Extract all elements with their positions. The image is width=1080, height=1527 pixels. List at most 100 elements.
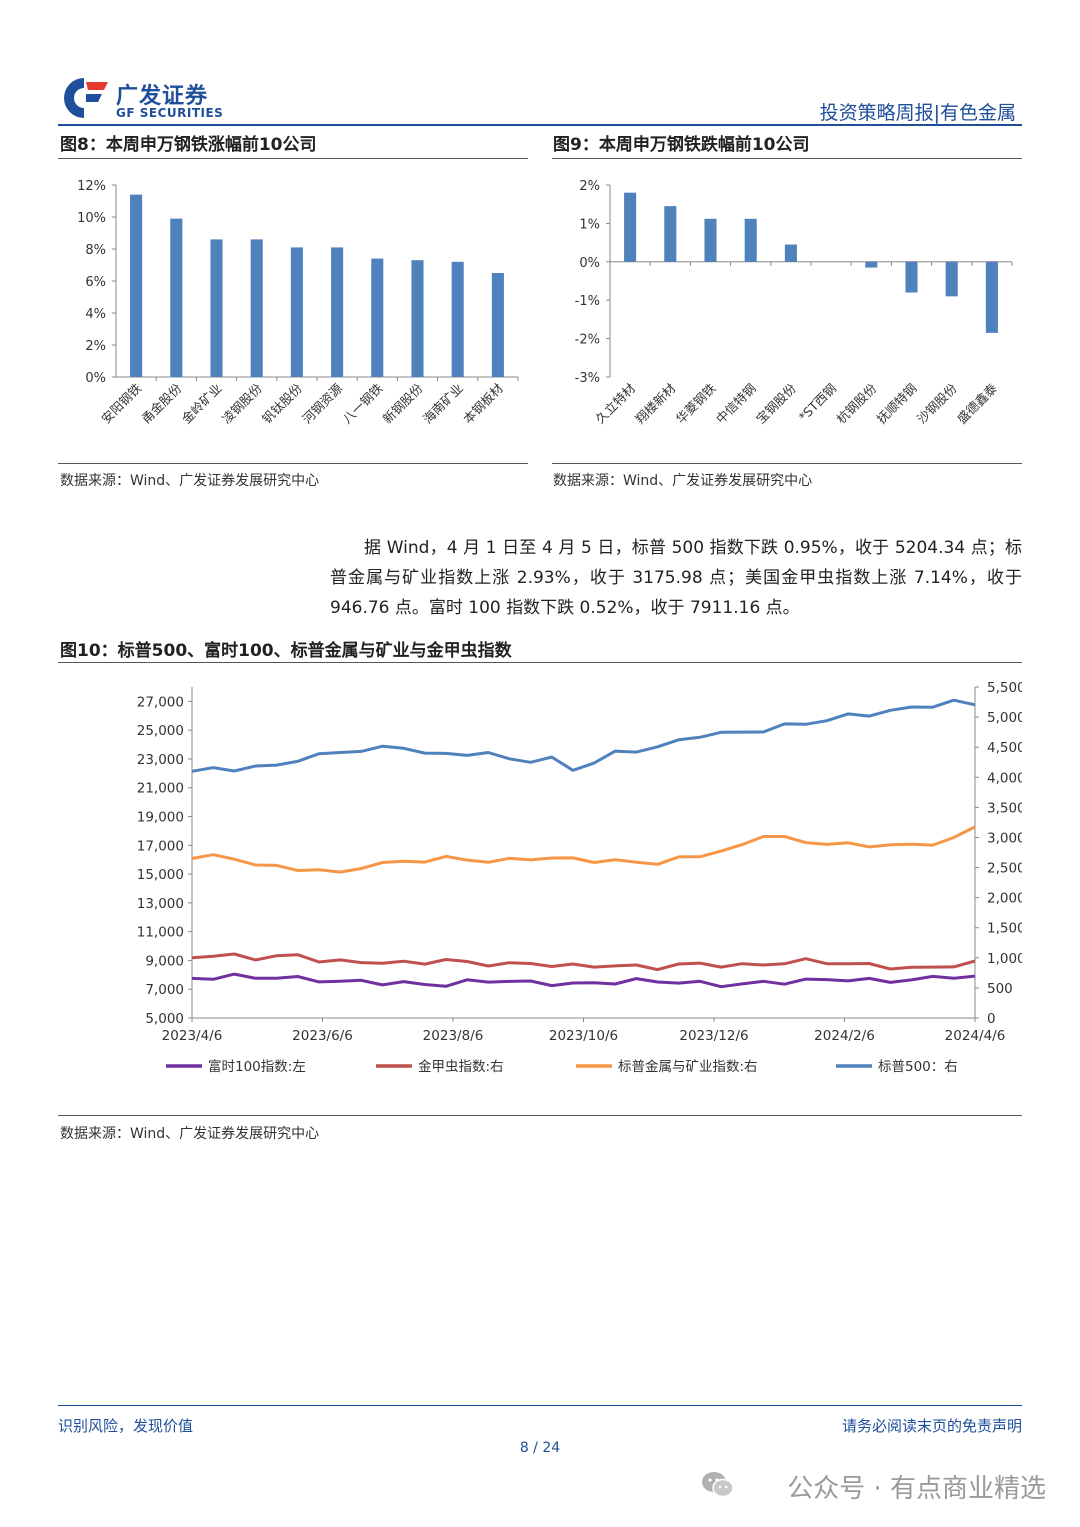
fig10-right-tick-label: 1,000 (987, 951, 1022, 967)
logo-text-cn: 广发证券 (116, 84, 209, 109)
fig10-right-tick-label: 4,500 (987, 740, 1022, 756)
fig10-x-tick-label: 2023/8/6 (423, 1028, 484, 1044)
figure8-title: 图8：本周申万钢铁涨幅前10公司 (60, 135, 317, 155)
fig9-y-tick-label: -3% (575, 371, 600, 386)
fig9-bar (744, 218, 757, 262)
fig8-x-tick-label: 新钢股份 (380, 380, 426, 426)
fig10-right-tick-label: 2,500 (987, 861, 1022, 877)
fig10-right-tick-label: 5,000 (987, 710, 1022, 726)
fig9-x-tick-label: 抚顺特钢 (874, 381, 920, 427)
fig8-y-tick-label: 0% (85, 371, 106, 386)
report-type: 投资策略周报|有色金属 (819, 102, 1016, 124)
fig10-left-tick-label: 15,000 (137, 867, 184, 883)
fig9-x-tick-label: 杭钢股份 (833, 380, 879, 426)
fig10-left-tick-label: 13,000 (137, 896, 184, 912)
fig10-x-tick-label: 2023/4/6 (162, 1028, 223, 1044)
fig9-x-tick-label: 宝钢股份 (753, 380, 799, 426)
fig10-left-tick-label: 21,000 (137, 781, 184, 797)
fig10-left-tick-label: 25,000 (137, 723, 184, 739)
fig10-left-tick-label: 17,000 (137, 838, 184, 854)
fig10-left-tick-label: 7,000 (145, 982, 184, 998)
fig9-bar (905, 261, 918, 293)
fig10-right-tick-label: 2,000 (987, 891, 1022, 907)
figure10-top-rule (58, 662, 1022, 663)
fig10-x-tick-label: 2024/4/6 (945, 1028, 1006, 1044)
fig8-x-tick-label: 甬金股份 (138, 380, 184, 426)
fig8-bar (170, 218, 183, 377)
figure10-source: 数据来源：Wind、广发证券发展研究中心 (60, 1126, 320, 1142)
fig8-bar (290, 247, 303, 377)
fig10-x-tick-label: 2024/2/6 (814, 1028, 875, 1044)
wechat-icon (702, 1472, 734, 1498)
footer-divider (58, 1405, 1022, 1406)
fig9-bar (624, 192, 637, 262)
figure9-top-rule (552, 158, 1022, 159)
fig10-right-tick-label: 3,500 (987, 800, 1022, 816)
watermark-text: 公众号 · 有点商业精选 (787, 1474, 1046, 1504)
fig8-x-tick-label: 本钢板材 (460, 381, 506, 427)
figure8-source: 数据来源：Wind、广发证券发展研究中心 (60, 473, 320, 489)
fig9-bar (704, 218, 717, 262)
fig8-y-tick-label: 2% (85, 339, 106, 354)
fig8-y-tick-label: 10% (77, 211, 106, 226)
fig8-x-tick-label: 钒钛股份 (259, 380, 305, 426)
gf-logo-icon (64, 78, 108, 118)
fig10-x-tick-label: 2023/10/6 (549, 1028, 618, 1044)
figure10-chart: 5,000 7,000 9,000 11,000 13,000 15,000 17,000 1… (137, 680, 1022, 1075)
page-number: 8 / 24 (519, 1440, 561, 1456)
fig8-bar (371, 258, 384, 377)
figure10-title: 图10：标普500、富时100、标普金属与矿业与金甲虫指数 (60, 641, 512, 661)
footer-slogan: 识别风险，发现价值 (58, 1417, 194, 1435)
fig8-y-tick-label: 8% (85, 243, 106, 258)
logo-text-en: GF SECURITIES (116, 106, 224, 120)
fig10-right-tick-label: 500 (987, 981, 1013, 997)
figure9-source: 数据来源：Wind、广发证券发展研究中心 (553, 473, 813, 489)
fig9-y-tick-label: -1% (575, 294, 600, 309)
fig10-legend-label: 标普金属与矿业指数:右 (618, 1059, 758, 1075)
fig10-right-tick-label: 1,500 (987, 921, 1022, 937)
figure9-bottom-rule (552, 463, 1022, 464)
fig8-y-tick-label: 12% (77, 179, 106, 194)
fig10-series-line (191, 952, 976, 972)
fig10-x-tick-label: 2023/12/6 (679, 1028, 748, 1044)
fig9-bar (945, 261, 958, 297)
figure9-title: 图9：本周申万钢铁跌幅前10公司 (553, 135, 810, 155)
fig8-x-tick-label: 凌钢股份 (219, 380, 265, 426)
fig8-bar (130, 194, 143, 377)
fig9-bar (664, 206, 677, 262)
fig10-left-tick-label: 27,000 (137, 694, 184, 710)
fig9-x-tick-label: 盛德鑫泰 (954, 380, 1000, 426)
fig10-left-tick-label: 23,000 (137, 752, 184, 768)
figure8-chart: 0% 2% 4% 6% 8% 10% 12% 安阳钢铁甬金股份金岭矿业凌钢股份钒钛股份河钢资源… (77, 179, 519, 427)
footer-disclaimer: 请务必阅读末页的免责声明 (841, 1417, 1022, 1435)
fig8-y-tick-label: 6% (85, 275, 106, 290)
fig10-series-line (191, 825, 976, 874)
fig10-legend-label: 金甲虫指数:右 (418, 1059, 504, 1075)
fig10-right-tick-label: 4,000 (987, 770, 1022, 786)
fig10-left-tick-label: 19,000 (137, 810, 184, 826)
fig9-y-tick-label: -2% (575, 333, 600, 348)
fig10-x-tick-label: 2023/6/6 (292, 1028, 353, 1044)
fig8-bar (331, 247, 344, 377)
fig9-bar (784, 244, 797, 262)
fig8-x-tick-label: 河钢资源 (299, 380, 345, 426)
fig10-legend-label: 富时100指数:左 (208, 1058, 306, 1075)
fig8-bar (451, 261, 464, 377)
fig9-y-tick-label: 0% (579, 256, 600, 271)
fig9-x-tick-label: 久立特材 (592, 381, 638, 427)
fig10-left-tick-label: 9,000 (145, 953, 184, 969)
fig8-bar (491, 273, 504, 377)
fig9-x-tick-label: *ST西钢 (796, 381, 840, 425)
body-paragraph: 据 Wind，4 月 1 日至 4 月 5 日，标普 500 指数下跌 0.95… (330, 538, 1022, 618)
fig8-bar (250, 239, 263, 377)
fig10-legend-label: 标普500：右 (878, 1059, 958, 1075)
fig8-bar (411, 260, 424, 377)
fig8-y-tick-label: 4% (85, 307, 106, 322)
fig8-x-tick-label: 海南矿业 (420, 381, 466, 427)
fig9-x-tick-label: 华菱钢铁 (673, 380, 719, 426)
fig9-bar (985, 261, 998, 333)
fig10-right-tick-label: 5,500 (987, 680, 1022, 696)
fig9-x-tick-label: 翔楼新材 (632, 381, 678, 427)
fig9-y-tick-label: 2% (579, 179, 600, 194)
fig9-x-tick-label: 沙钢股份 (914, 380, 960, 426)
